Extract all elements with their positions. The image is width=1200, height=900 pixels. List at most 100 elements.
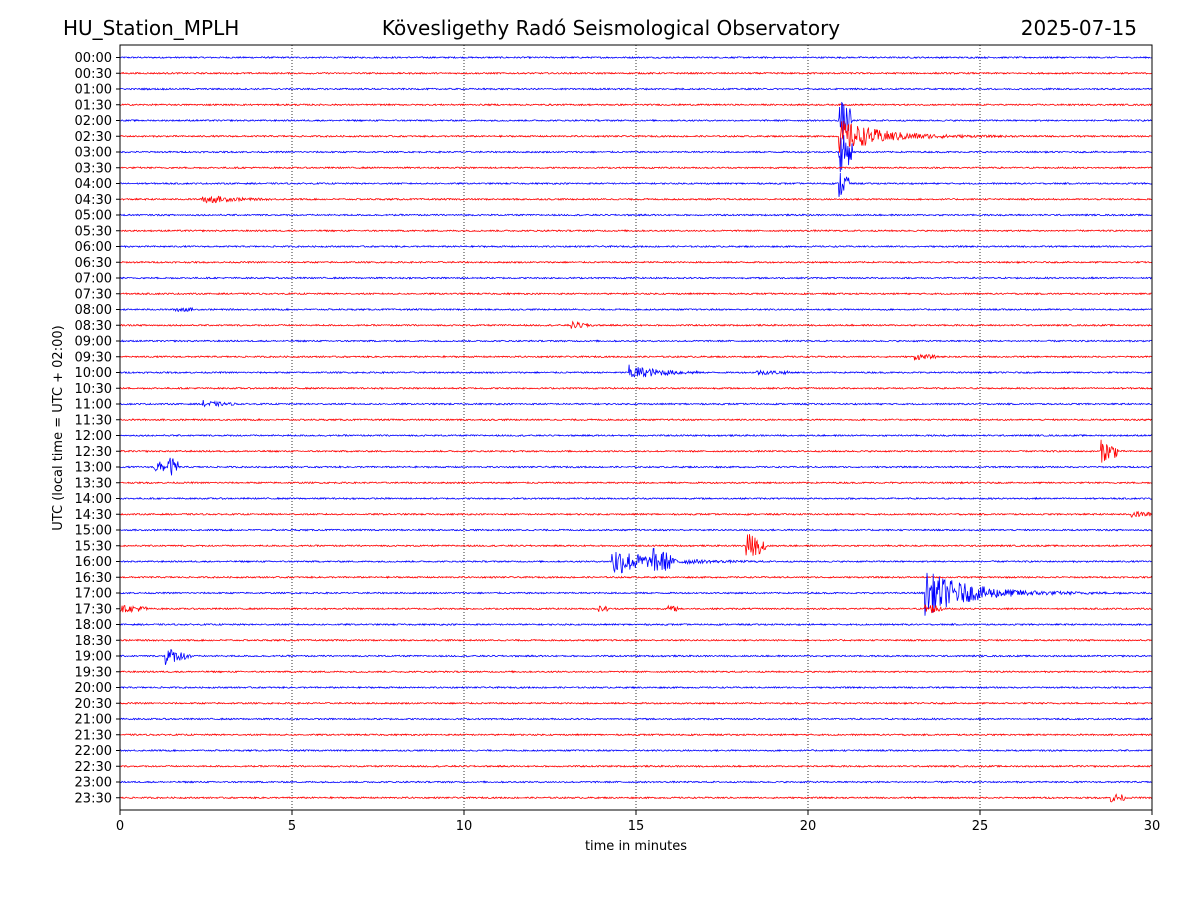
trace-0830 <box>119 320 1153 329</box>
trace-0800 <box>119 306 1153 313</box>
y-tick-label: 05:30 <box>75 224 112 239</box>
trace-1230 <box>119 439 1153 463</box>
y-tick-label: 03:00 <box>75 146 112 161</box>
y-tick-label: 20:00 <box>75 681 112 696</box>
trace-0700 <box>119 276 1153 280</box>
trace-0400 <box>119 172 1153 197</box>
x-tick-label: 15 <box>628 819 645 834</box>
station-name: HU_Station_MPLH <box>63 16 240 40</box>
trace-1930 <box>119 670 1153 674</box>
trace-1800 <box>119 622 1153 627</box>
y-axis-ticks: 00:0000:3001:0001:3002:0002:3003:0003:30… <box>75 51 120 806</box>
trace-0100 <box>119 87 1153 91</box>
trace-1730 <box>119 603 1153 614</box>
y-tick-label: 17:30 <box>75 602 112 617</box>
y-tick-label: 07:00 <box>75 272 112 287</box>
trace-1100 <box>119 400 1153 408</box>
x-tick-label: 25 <box>972 819 989 834</box>
y-tick-label: 06:00 <box>75 240 112 255</box>
y-tick-label: 01:00 <box>75 83 112 98</box>
y-tick-label: 05:00 <box>75 209 112 224</box>
y-tick-label: 15:30 <box>75 539 112 554</box>
y-tick-label: 10:30 <box>75 382 112 397</box>
y-tick-label: 17:00 <box>75 587 112 602</box>
y-tick-label: 09:30 <box>75 350 112 365</box>
y-tick-label: 00:30 <box>75 67 112 82</box>
trace-1630 <box>119 575 1153 579</box>
trace-1700 <box>119 572 1153 616</box>
x-tick-label: 30 <box>1144 819 1161 834</box>
trace-0130 <box>119 103 1153 107</box>
x-axis-label: time in minutes <box>585 839 687 854</box>
y-tick-label: 14:30 <box>75 508 112 523</box>
y-tick-label: 02:00 <box>75 114 112 129</box>
y-tick-label: 08:00 <box>75 303 112 318</box>
y-tick-label: 11:00 <box>75 398 112 413</box>
trace-1600 <box>119 547 1153 574</box>
trace-1330 <box>120 481 1153 485</box>
trace-0730 <box>119 292 1153 296</box>
trace-0000 <box>119 55 1153 60</box>
trace-1130 <box>119 418 1153 422</box>
trace-0630 <box>119 260 1153 264</box>
trace-1530 <box>119 534 1153 556</box>
y-tick-label: 18:00 <box>75 618 112 633</box>
plot-date: 2025-07-15 <box>1020 16 1137 40</box>
trace-2030 <box>119 701 1153 705</box>
trace-0300 <box>119 135 1153 173</box>
trace-0500 <box>119 213 1153 217</box>
y-tick-label: 14:00 <box>75 492 112 507</box>
y-tick-label: 19:00 <box>75 650 112 665</box>
y-tick-label: 21:00 <box>75 713 112 728</box>
trace-0200 <box>119 101 1153 138</box>
y-tick-label: 23:00 <box>75 776 112 791</box>
trace-1000 <box>119 364 1153 378</box>
y-tick-label: 10:00 <box>75 366 112 381</box>
x-tick-label: 5 <box>288 819 296 834</box>
trace-1430 <box>119 510 1153 518</box>
x-tick-label: 0 <box>116 819 124 834</box>
y-tick-label: 19:30 <box>75 665 112 680</box>
y-tick-label: 12:30 <box>75 445 112 460</box>
y-tick-label: 21:30 <box>75 728 112 743</box>
y-tick-label: 09:00 <box>75 335 112 350</box>
trace-2200 <box>119 748 1153 753</box>
trace-0930 <box>119 353 1153 361</box>
trace-2330 <box>119 793 1153 803</box>
y-tick-label: 08:30 <box>75 319 112 334</box>
trace-1030 <box>119 386 1153 390</box>
trace-0030 <box>119 71 1153 75</box>
trace-1900 <box>119 648 1153 666</box>
x-tick-label: 10 <box>456 819 473 834</box>
y-tick-label: 01:30 <box>75 98 112 113</box>
grid-lines <box>291 45 981 810</box>
y-tick-label: 02:30 <box>75 130 112 145</box>
y-tick-label: 04:30 <box>75 193 112 208</box>
trace-1830 <box>119 638 1153 642</box>
observatory-title: Kövesligethy Radó Seismological Observat… <box>381 16 841 40</box>
trace-2000 <box>119 685 1152 690</box>
y-tick-label: 00:00 <box>75 51 112 66</box>
trace-2300 <box>119 780 1153 784</box>
y-tick-label: 16:00 <box>75 555 112 570</box>
y-tick-label: 04:00 <box>75 177 112 192</box>
y-tick-label: 12:00 <box>75 429 112 444</box>
seismogram-traces <box>119 55 1153 803</box>
y-tick-label: 18:30 <box>75 634 112 649</box>
y-tick-label: 20:30 <box>75 697 112 712</box>
trace-1200 <box>119 433 1153 438</box>
y-tick-label: 22:00 <box>75 744 112 759</box>
trace-0530 <box>119 229 1153 233</box>
trace-1400 <box>119 496 1153 501</box>
trace-2130 <box>119 733 1153 737</box>
trace-2100 <box>119 717 1153 721</box>
x-axis-ticks: 0 5 10 15 20 25 30 <box>116 810 1160 834</box>
y-tick-label: 06:30 <box>75 256 112 271</box>
y-tick-label: 07:30 <box>75 287 112 302</box>
x-tick-label: 20 <box>800 819 817 834</box>
y-tick-label: 03:30 <box>75 161 112 176</box>
y-tick-label: 22:30 <box>75 760 112 775</box>
trace-0600 <box>119 244 1153 249</box>
trace-0330 <box>119 166 1153 170</box>
